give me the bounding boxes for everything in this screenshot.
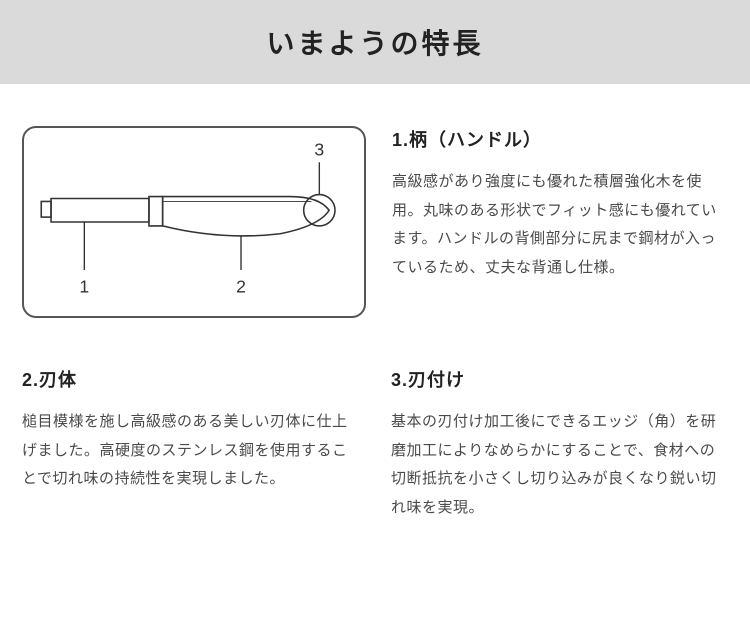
section-body-blade: 槌目模様を施し高級感のある美しい刃体に仕上げました。高硬度のステンレス鋼を使用す… xyxy=(22,408,351,494)
content-area: 1 2 3 1.柄（ハンドル） 高級感があり強度にも優れた積層強化木を使用。丸味… xyxy=(0,84,750,522)
row-bottom: 2.刃体 槌目模様を施し高級感のある美しい刃体に仕上げました。高硬度のステンレス… xyxy=(22,366,720,522)
knife-diagram-svg: 1 2 3 xyxy=(24,128,364,316)
section-edge: 3.刃付け 基本の刃付け加工後にできるエッジ（角）を研磨加工によりなめらかにする… xyxy=(391,366,720,522)
page-title: いまようの特長 xyxy=(266,22,483,62)
header-band: いまようの特長 xyxy=(0,0,750,84)
row-top: 1 2 3 1.柄（ハンドル） 高級感があり強度にも優れた積層強化木を使用。丸味… xyxy=(22,126,720,318)
callout-label-3: 3 xyxy=(314,139,324,159)
section-body-handle: 高級感があり強度にも優れた積層強化木を使用。丸味のある形状でフィット感にも優れて… xyxy=(392,168,720,282)
knife-tang xyxy=(41,201,51,217)
section-handle: 1.柄（ハンドル） 高級感があり強度にも優れた積層強化木を使用。丸味のある形状で… xyxy=(392,126,720,318)
section-body-edge: 基本の刃付け加工後にできるエッジ（角）を研磨加工によりなめらかにすることで、食材… xyxy=(391,408,720,522)
knife-bolster xyxy=(149,197,163,226)
callout-label-2: 2 xyxy=(236,277,246,297)
knife-handle xyxy=(51,199,149,223)
knife-tip-circle xyxy=(304,195,335,226)
callout-label-1: 1 xyxy=(79,277,89,297)
section-title-handle: 1.柄（ハンドル） xyxy=(392,126,720,152)
section-title-edge: 3.刃付け xyxy=(391,366,720,392)
section-title-blade: 2.刃体 xyxy=(22,366,351,392)
section-blade: 2.刃体 槌目模様を施し高級感のある美しい刃体に仕上げました。高硬度のステンレス… xyxy=(22,366,351,522)
knife-diagram: 1 2 3 xyxy=(22,126,366,318)
